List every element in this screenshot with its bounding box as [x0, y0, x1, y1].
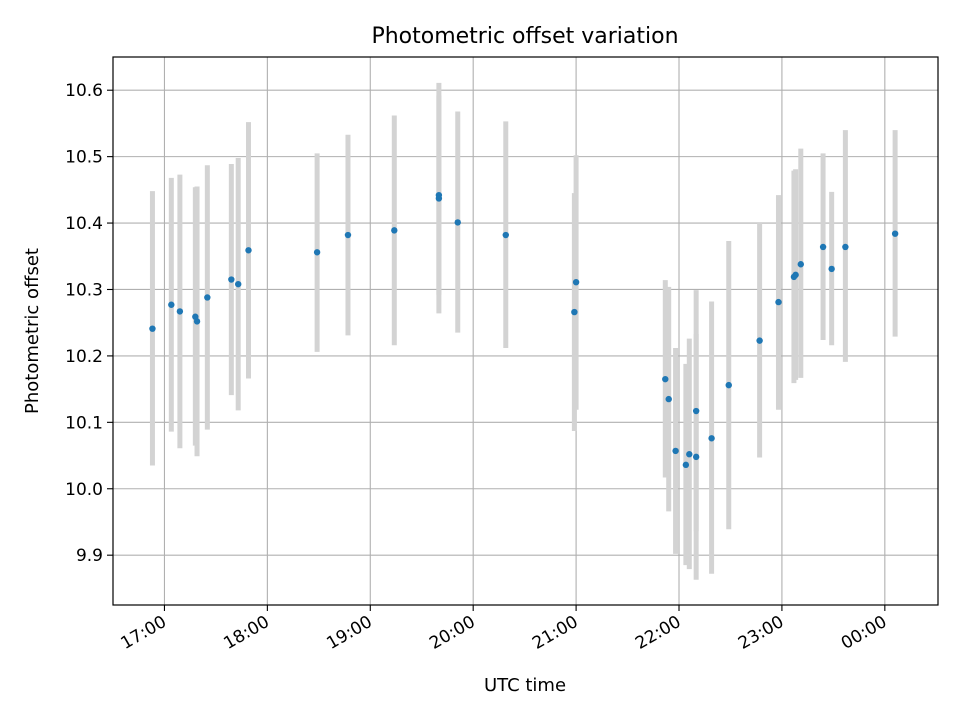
x-axis-label: UTC time — [484, 675, 566, 696]
data-points — [149, 191, 899, 469]
data-point — [842, 243, 849, 251]
data-point — [686, 451, 693, 458]
y-tick-label: 10.3 — [65, 280, 103, 300]
data-point — [828, 265, 835, 273]
data-point — [572, 278, 580, 286]
data-point — [682, 461, 690, 469]
data-point — [819, 243, 827, 251]
data-point — [502, 231, 509, 239]
data-point — [891, 230, 899, 237]
data-point — [435, 195, 443, 202]
data-point — [313, 249, 321, 256]
y-tick-label: 10.1 — [65, 413, 103, 433]
data-point — [149, 325, 156, 332]
data-point — [708, 435, 715, 442]
data-point — [792, 271, 799, 279]
data-point — [756, 337, 763, 344]
data-point — [454, 219, 461, 226]
data-point — [672, 447, 679, 455]
y-tick-label: 10.5 — [65, 148, 103, 168]
y-axis: 9.9 10.0 10.1 10.2 10.3 10.4 10.5 10.6 — [65, 81, 113, 566]
data-point — [775, 298, 782, 306]
y-tick-label: 10.6 — [65, 81, 103, 101]
data-point — [571, 308, 578, 316]
data-point — [797, 261, 804, 268]
y-tick-label: 9.9 — [76, 546, 103, 566]
data-point — [344, 231, 352, 239]
chart-title: Photometric offset variation — [371, 24, 678, 49]
y-tick-label: 10.2 — [65, 347, 103, 367]
data-point — [692, 453, 700, 461]
y-tick-label: 10.4 — [65, 214, 103, 234]
data-point — [235, 280, 242, 288]
data-point — [193, 318, 201, 325]
data-point — [692, 407, 700, 415]
plot-frame — [112, 56, 939, 606]
y-tick-label: 10.0 — [65, 480, 103, 500]
data-point — [204, 294, 211, 301]
data-point — [168, 301, 175, 308]
data-point — [662, 375, 669, 383]
data-point — [176, 308, 184, 315]
data-point — [391, 227, 398, 234]
data-point — [725, 381, 732, 389]
data-point — [245, 247, 252, 254]
data-point — [228, 276, 235, 283]
y-axis-label: Photometric offset — [22, 248, 43, 414]
data-point — [665, 395, 672, 403]
